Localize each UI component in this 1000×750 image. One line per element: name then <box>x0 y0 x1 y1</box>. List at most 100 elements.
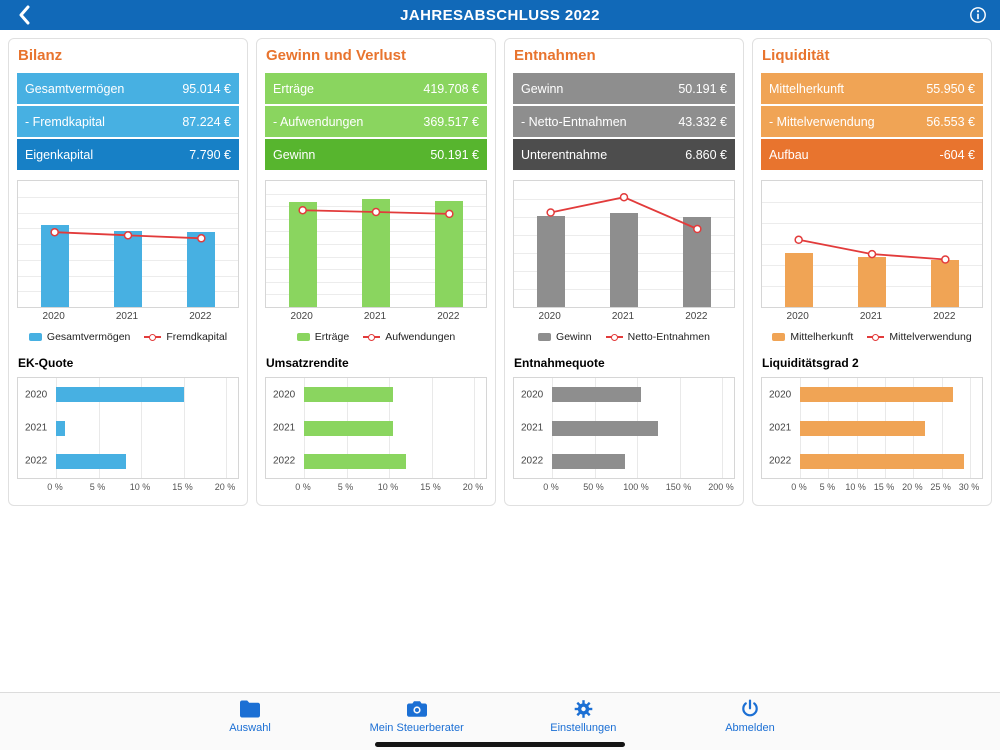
info-icon <box>970 7 986 23</box>
legend-item: Netto-Entnahmen <box>605 331 710 343</box>
legend-bar-marker <box>296 333 310 341</box>
x-axis-label: 2022 <box>189 311 212 322</box>
card-entnahmen: Entnahmen Gewinn 50.191 € - Netto-Entnah… <box>504 38 744 506</box>
x-tick-label: 5 % <box>89 482 106 492</box>
legend-dot <box>149 333 157 341</box>
legend-dot <box>368 333 376 341</box>
gridline <box>226 378 227 478</box>
row-value: 87.224 € <box>182 114 231 129</box>
chart-x-ticks: 0 % 50 % 100 % 150 % 200 % <box>513 482 735 495</box>
row-label: Mittelherkunft <box>769 81 845 96</box>
gridline <box>266 193 486 195</box>
gridline <box>141 378 142 478</box>
sub-chart-title: Entnahmequote <box>514 356 605 370</box>
table-row: Mittelherkunft 55.950 € <box>761 73 983 104</box>
x-axis-label: 2022 <box>933 311 956 322</box>
legend-bar-marker <box>538 333 552 341</box>
sub-chart-title: EK-Quote <box>18 356 74 370</box>
row-value: 7.790 € <box>189 147 231 162</box>
x-tick-label: 20 % <box>214 482 236 492</box>
row-label: Unterentnahme <box>521 147 608 162</box>
tab-mein-steuerberater[interactable]: Mein Steuerberater <box>370 698 464 734</box>
legend-label: Netto-Entnahmen <box>627 331 710 343</box>
legend-item: Aufwendungen <box>363 331 455 343</box>
sub-chart-title: Liquiditätsgrad 2 <box>762 356 859 370</box>
legend-item: Fremdkapital <box>144 331 227 343</box>
summary-table: Gewinn 50.191 € - Netto-Entnahmen 43.332… <box>513 73 735 170</box>
row-label: - Mittelverwendung <box>769 114 875 129</box>
y-axis-label: 2020 <box>521 389 544 401</box>
gridline <box>183 378 185 478</box>
x-tick-label: 30 % <box>958 482 980 492</box>
legend-label: Mittelherkunft <box>790 331 854 343</box>
camera-icon <box>406 701 427 717</box>
card-bilanz: Bilanz Gesamtvermögen 95.014 € - Fremdka… <box>8 38 248 506</box>
bar-2020 <box>536 216 565 307</box>
chart-legend: Erträge Aufwendungen <box>265 331 487 343</box>
tab-auswahl[interactable]: Auswahl <box>220 698 280 734</box>
chevron-left-icon <box>19 5 30 25</box>
table-row-total: Unterentnahme 6.860 € <box>513 139 735 170</box>
chart-plot <box>761 180 983 308</box>
legend-label: Mittelverwendung <box>889 331 972 343</box>
gridline <box>762 244 982 245</box>
row-value: 369.517 € <box>423 114 479 129</box>
row-label: Gewinn <box>273 147 316 162</box>
x-tick-label: 0 % <box>47 482 63 492</box>
entnahmen-combo-chart: 2020 2021 2022 Gewinn Netto-Entnahmen <box>513 180 735 343</box>
navigation-bar: JAHRESABSCHLUSS 2022 <box>0 0 1000 30</box>
bar-2022 <box>800 453 965 469</box>
tab-bar: Auswahl Mein Steuerberater <box>0 692 1000 750</box>
gridline <box>98 378 100 478</box>
umsatzrendite-chart: 2020 2021 2022 0 % 5 % 10 % 15 % 20 % <box>265 377 487 495</box>
gridline <box>970 378 971 478</box>
power-icon <box>742 699 758 717</box>
chart-plot: 2020 2021 2022 <box>513 377 735 479</box>
legend-label: Erträge <box>314 331 350 343</box>
chart-plot <box>17 180 239 308</box>
x-axis-label: 2021 <box>859 311 883 322</box>
row-value: 419.708 € <box>423 81 479 96</box>
x-axis-label: 2021 <box>363 311 387 322</box>
x-axis-label: 2021 <box>115 311 139 322</box>
y-axis-label: 2021 <box>521 422 544 434</box>
card-liquiditaet: Liquidität Mittelherkunft 55.950 € - Mit… <box>752 38 992 506</box>
tab-items: Auswahl Mein Steuerberater <box>220 698 780 734</box>
x-tick-label: 20 % <box>462 482 484 492</box>
row-label: Gewinn <box>521 81 564 96</box>
table-row-total: Eigenkapital 7.790 € <box>17 139 239 170</box>
entnahmequote-chart: 2020 2021 2022 0 % 50 % 100 % 150 % 200 % <box>513 377 735 495</box>
y-axis-label: 2021 <box>769 422 792 434</box>
row-value: 56.553 € <box>926 114 975 129</box>
y-axis-label: 2020 <box>273 389 296 401</box>
x-tick-label: 50 % <box>583 482 604 492</box>
y-axis-label: 2020 <box>769 389 792 401</box>
gridline <box>762 202 982 203</box>
table-row: - Netto-Entnahmen 43.332 € <box>513 106 735 137</box>
gridline <box>474 378 475 478</box>
x-axis-label: 2020 <box>786 311 809 322</box>
x-axis-label: 2020 <box>290 311 313 322</box>
back-button[interactable] <box>12 3 36 27</box>
y-axis-label: 2020 <box>25 389 48 401</box>
chart-x-labels: 2020 2021 2022 <box>265 311 487 326</box>
folder-icon <box>240 700 260 718</box>
line-series <box>298 205 454 219</box>
gridline <box>941 378 943 478</box>
tab-einstellungen[interactable]: Einstellungen <box>550 698 616 734</box>
row-label: Erträge <box>273 81 314 96</box>
bar-2020 <box>56 387 184 403</box>
chart-plot: 2020 2021 2022 <box>17 377 239 479</box>
gridline <box>679 378 681 478</box>
info-button[interactable] <box>968 5 988 25</box>
card-title: Bilanz <box>18 47 63 64</box>
tab-abmelden[interactable]: Abmelden <box>720 698 780 734</box>
gridline <box>18 212 238 214</box>
bilanz-combo-chart: 2020 2021 2022 Gesamtvermögen Fremdkapital <box>17 180 239 343</box>
row-label: - Fremdkapital <box>25 114 105 129</box>
table-row-total: Aufbau -604 € <box>761 139 983 170</box>
liquiditaetsgrad-chart: 2020 2021 2022 0 % 5 % 10 % 15 % 20 % 25 % 30 % <box>761 377 983 495</box>
x-tick-label: 15 % <box>172 482 193 492</box>
guv-combo-chart: 2020 2021 2022 Erträge Aufwendungen <box>265 180 487 343</box>
home-indicator[interactable] <box>375 742 625 747</box>
